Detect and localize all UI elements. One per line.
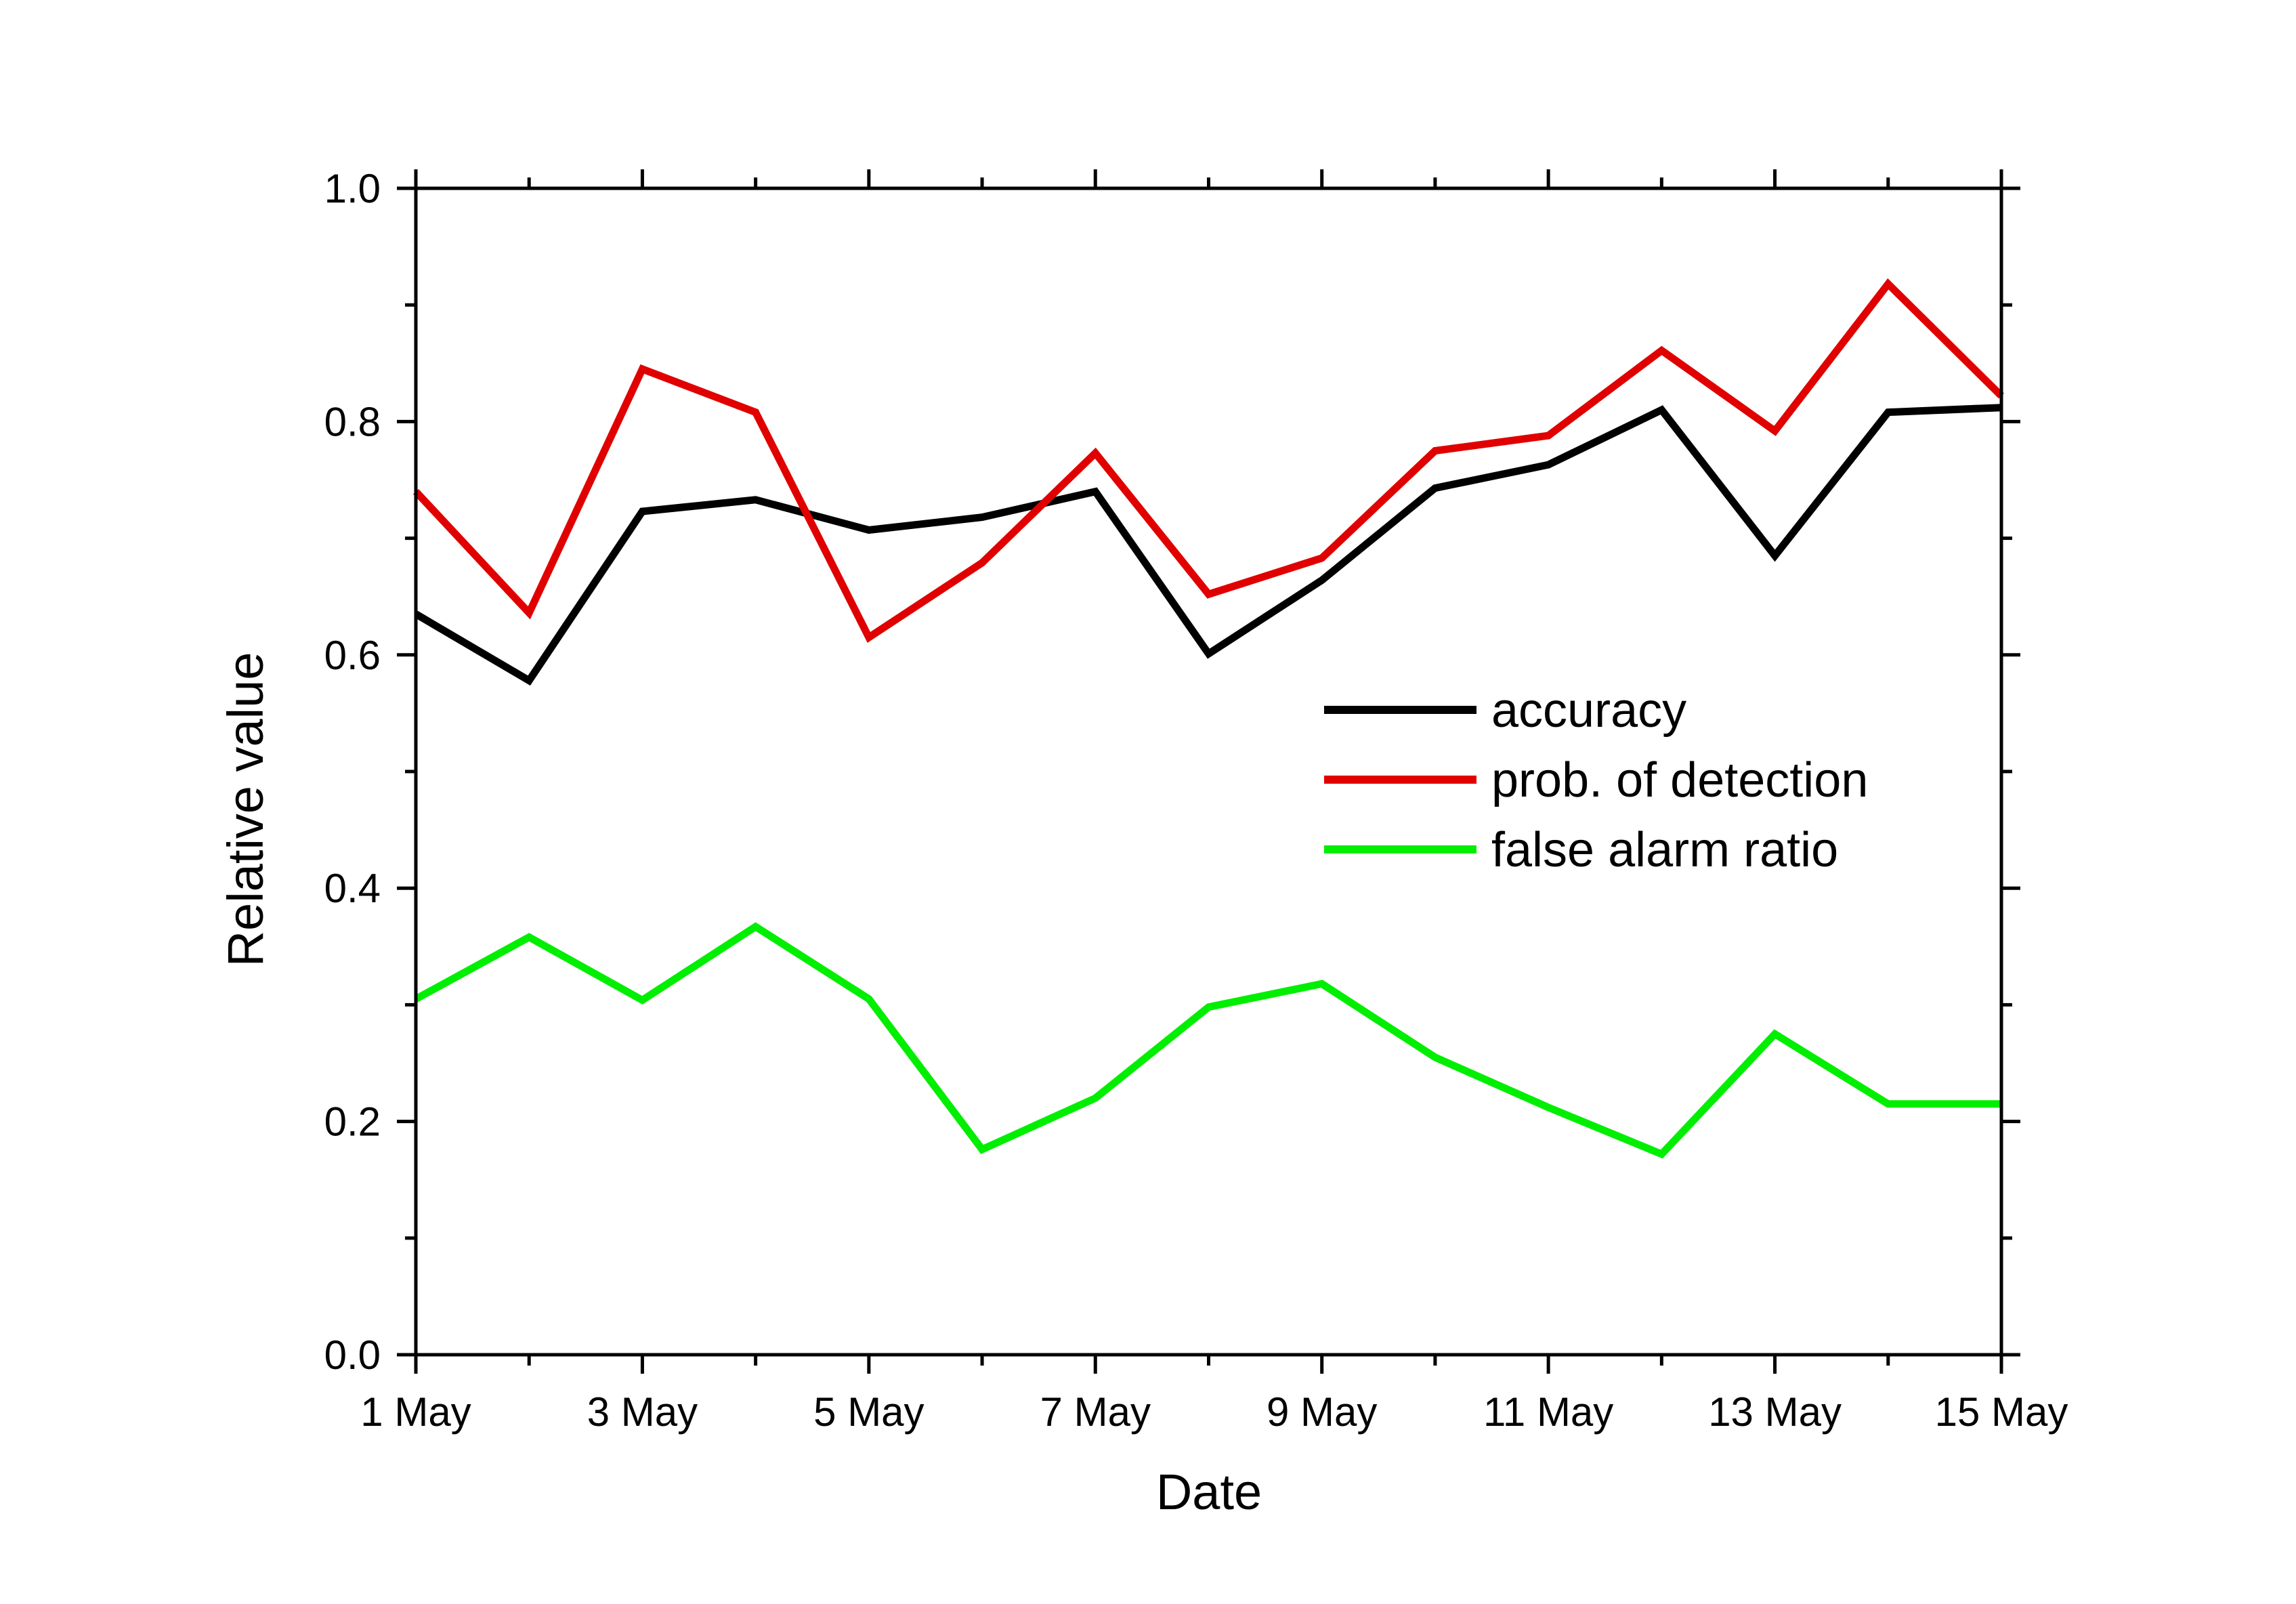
legend-label-1: prob. of detection (1491, 753, 1868, 807)
x-tick-label: 1 May (360, 1389, 471, 1435)
x-tick-label: 11 May (1483, 1389, 1613, 1435)
legend-label-2: false alarm ratio (1491, 823, 1838, 877)
x-tick-label: 9 May (1267, 1389, 1377, 1435)
y-tick-label: 0.0 (324, 1332, 381, 1378)
x-tick-label: 13 May (1708, 1389, 1842, 1435)
series-line-1 (412, 278, 2004, 643)
x-tick-label: 7 May (1040, 1389, 1151, 1435)
plot-area (412, 278, 2004, 1159)
y-axis-title: Relative value (217, 652, 274, 967)
x-tick-label: 5 May (813, 1389, 924, 1435)
series-line-0 (414, 404, 2002, 686)
x-axis-title: Date (1156, 1464, 1262, 1520)
y-tick-label: 0.2 (324, 1099, 381, 1145)
x-tick-label: 3 May (587, 1389, 698, 1435)
axes: 1 May 3 May 5 May 7 May 9 May 11 May 13 May 15 … (324, 166, 2068, 1435)
y-tick-label: 0.4 (324, 866, 381, 911)
legend: accuracy prob. of detection false alarm ra… (1324, 683, 1868, 877)
y-tick-label: 0.6 (324, 633, 381, 678)
y-tick-label: 1.0 (324, 166, 381, 211)
legend-label-0: accuracy (1491, 683, 1686, 738)
y-tick-label: 0.8 (324, 399, 381, 444)
series-line-2 (414, 922, 2001, 1159)
x-tick-label: 15 May (1935, 1389, 2068, 1435)
